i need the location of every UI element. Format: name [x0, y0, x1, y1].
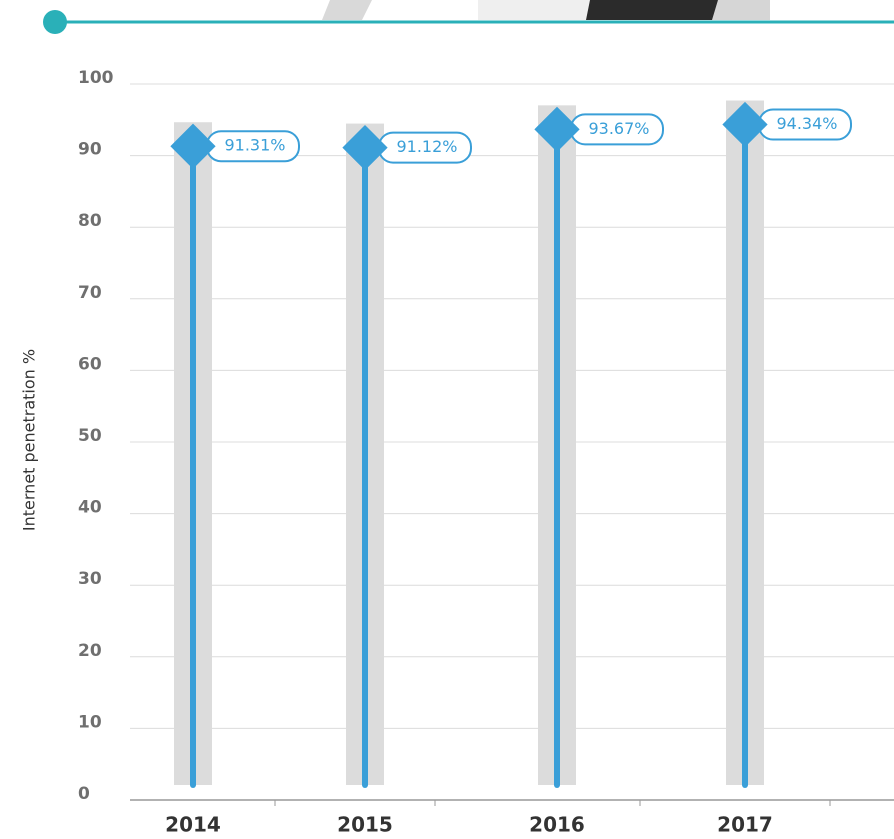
value-label: 91.31% — [224, 136, 285, 155]
y-tick-label: 20 — [78, 641, 102, 661]
x-tick-label: 2014 — [165, 813, 221, 837]
decoration — [322, 0, 372, 20]
chart: Internet penetration % 0 10 20 30 40 50 60 70 80… — [0, 0, 894, 839]
y-tick-label: 40 — [78, 498, 102, 518]
y-tick-label: 10 — [78, 712, 102, 732]
value-label: 94.34% — [776, 114, 837, 133]
value-label: 91.12% — [396, 137, 457, 156]
y-tick-label: 100 — [78, 68, 114, 88]
y-tick-label: 90 — [78, 140, 102, 160]
x-tick-label: 2016 — [529, 813, 585, 837]
y-tick-label: 30 — [78, 569, 102, 589]
y-axis-label: Internet penetration % — [20, 349, 39, 531]
y-tick-label: 80 — [78, 211, 102, 231]
x-tick-label: 2017 — [717, 813, 773, 837]
y-tick-label: 70 — [78, 283, 102, 303]
header-dot — [43, 10, 67, 34]
value-label: 93.67% — [588, 119, 649, 138]
decoration — [586, 0, 722, 20]
x-tick-label: 2015 — [337, 813, 393, 837]
y-tick-label: 0 — [78, 784, 90, 804]
y-tick-label: 60 — [78, 354, 102, 374]
y-tick-label: 50 — [78, 426, 102, 446]
decoration — [712, 0, 770, 20]
